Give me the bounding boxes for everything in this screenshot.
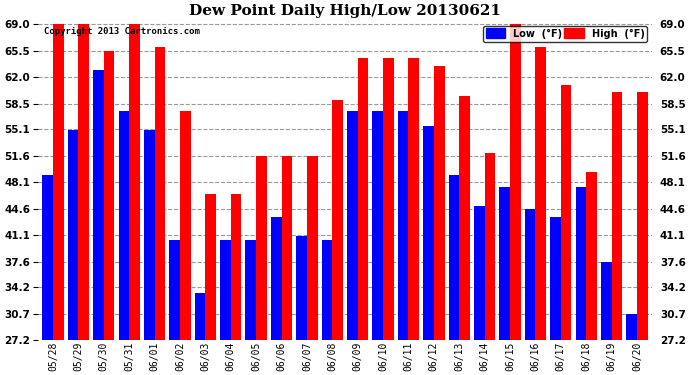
Bar — [256, 156, 267, 340]
Bar — [525, 209, 535, 340]
Bar — [434, 66, 444, 340]
Bar — [322, 240, 333, 340]
Bar — [296, 236, 307, 340]
Title: Dew Point Daily High/Low 20130621: Dew Point Daily High/Low 20130621 — [189, 4, 501, 18]
Bar — [510, 24, 521, 340]
Legend: Low  (°F), High  (°F): Low (°F), High (°F) — [483, 26, 647, 42]
Bar — [119, 111, 129, 340]
Bar — [230, 194, 241, 340]
Bar — [53, 24, 63, 340]
Bar — [373, 111, 383, 340]
Bar — [93, 70, 104, 340]
Bar — [333, 100, 343, 340]
Bar — [357, 58, 368, 340]
Bar — [220, 240, 230, 340]
Bar — [423, 126, 434, 340]
Bar — [637, 93, 648, 340]
Bar — [460, 96, 470, 340]
Bar — [535, 47, 546, 340]
Bar — [271, 217, 282, 340]
Bar — [246, 240, 256, 340]
Bar — [398, 111, 408, 340]
Bar — [500, 187, 510, 340]
Bar — [282, 156, 292, 340]
Bar — [575, 187, 586, 340]
Bar — [611, 93, 622, 340]
Bar — [68, 130, 79, 340]
Bar — [42, 176, 53, 340]
Bar — [129, 24, 140, 340]
Bar — [307, 156, 317, 340]
Bar — [383, 58, 394, 340]
Bar — [155, 47, 165, 340]
Bar — [601, 261, 611, 340]
Bar — [144, 130, 155, 340]
Bar — [561, 85, 571, 340]
Bar — [347, 111, 357, 340]
Bar — [195, 292, 206, 340]
Bar — [104, 51, 115, 340]
Bar — [627, 314, 637, 340]
Bar — [180, 111, 190, 340]
Bar — [448, 176, 460, 340]
Bar — [206, 194, 216, 340]
Bar — [474, 206, 484, 340]
Bar — [550, 217, 561, 340]
Bar — [586, 172, 597, 340]
Text: Copyright 2013 Cartronics.com: Copyright 2013 Cartronics.com — [44, 27, 200, 36]
Bar — [484, 153, 495, 340]
Bar — [408, 58, 419, 340]
Bar — [79, 24, 89, 340]
Bar — [169, 240, 180, 340]
